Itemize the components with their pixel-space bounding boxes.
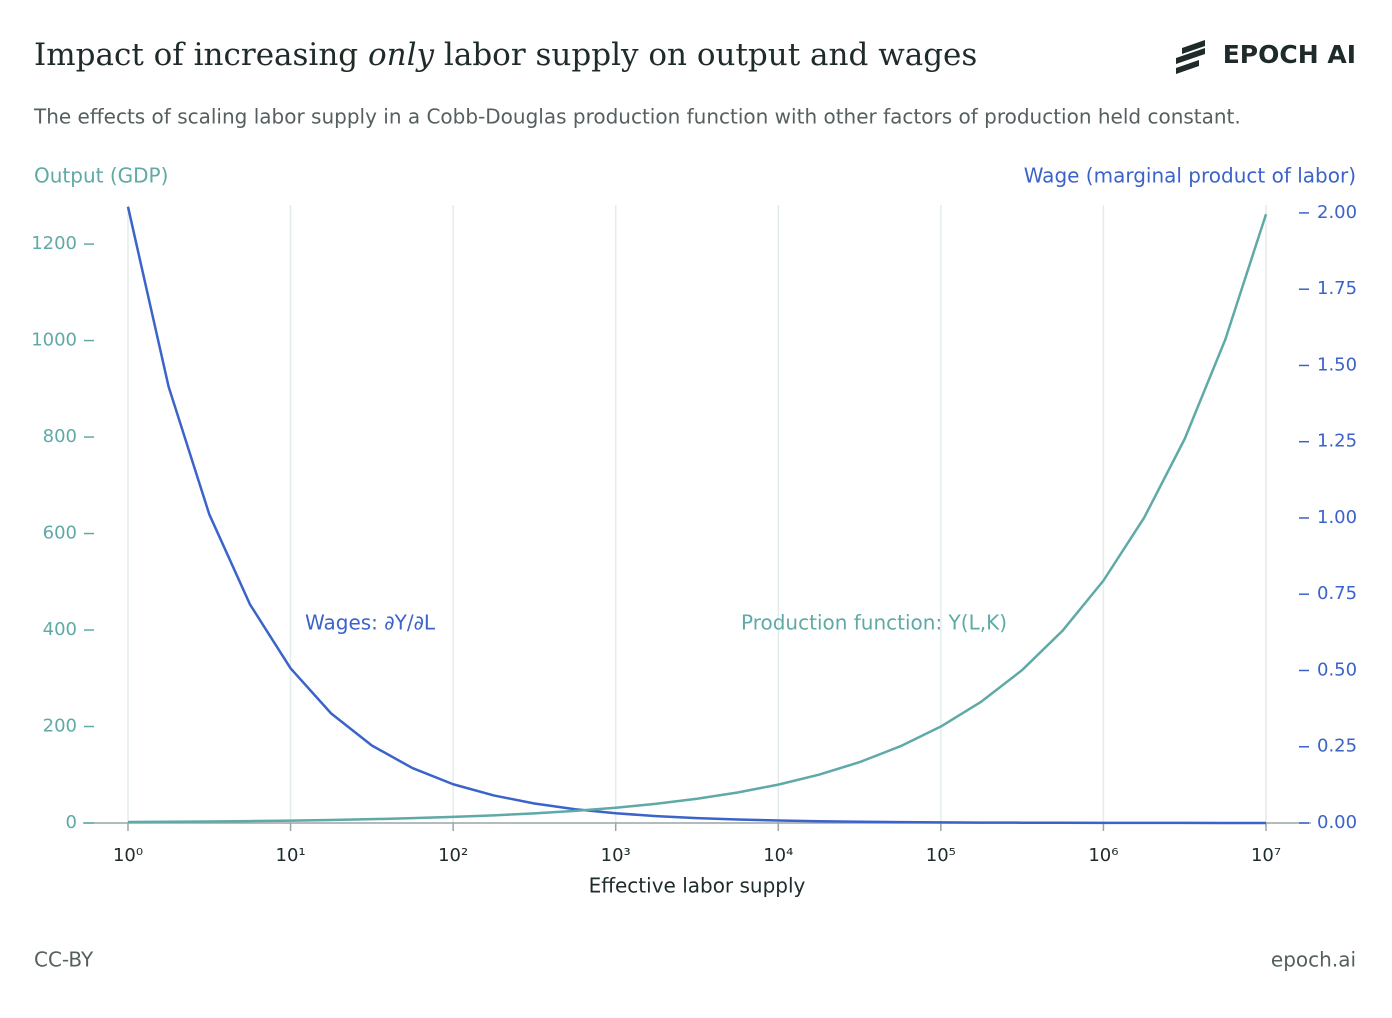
x-tick-label: 10³ [601, 845, 631, 866]
footer-license: CC-BY [34, 948, 94, 972]
series-label: Wages: ∂Y/∂L [305, 611, 436, 635]
brand-icon [1176, 40, 1205, 74]
y-tick-label: 0 [66, 812, 77, 833]
title-emphasis: only [368, 37, 435, 73]
brand: EPOCH AI [1223, 40, 1356, 69]
x-tick-label: 10⁶ [1088, 845, 1118, 866]
x-tick-label: 10⁴ [763, 845, 793, 866]
y2-tick-label: 2.00 [1317, 202, 1357, 223]
y-tick-label: 400 [43, 619, 77, 640]
title-part: Impact of increasing [34, 37, 368, 73]
series-line [127, 213, 1268, 824]
y2-tick-label: 0.50 [1317, 659, 1357, 680]
y2-axis-label: Wage (marginal product of labor) [1024, 164, 1356, 188]
y-tick-label: 800 [43, 426, 77, 447]
x-tick-label: 10⁰ [113, 845, 143, 866]
y2-tick-label: 1.00 [1317, 507, 1357, 528]
y2-tick-label: 0.75 [1317, 583, 1357, 604]
y-axis-label: Output (GDP) [34, 164, 168, 188]
y2-tick-label: 1.25 [1317, 431, 1357, 452]
x-tick-label: 10¹ [276, 845, 306, 866]
footer-site: epoch.ai [1271, 948, 1356, 972]
series-label: Production function: Y(L,K) [741, 611, 1007, 635]
chart-title: Impact of increasing only labor supply o… [34, 37, 977, 73]
y2-tick-label: 0.25 [1317, 736, 1357, 757]
x-tick-label: 10² [438, 845, 468, 866]
x-axis-label: Effective labor supply [589, 874, 806, 898]
y2-tick-label: 1.75 [1317, 278, 1357, 299]
subtitle: The effects of scaling labor supply in a… [33, 105, 1241, 129]
y2-tick-label: 1.50 [1317, 354, 1357, 375]
y-tick-label: 200 [43, 716, 77, 737]
title-part: labor supply on output and wages [434, 37, 977, 73]
x-tick-label: 10⁷ [1251, 845, 1281, 866]
series-line [126, 206, 1267, 825]
y-tick-label: 1200 [31, 233, 77, 254]
y-tick-label: 600 [43, 523, 77, 544]
x-tick-label: 10⁵ [926, 845, 956, 866]
y-tick-label: 1000 [31, 330, 77, 351]
y2-tick-label: 0.00 [1317, 812, 1357, 833]
